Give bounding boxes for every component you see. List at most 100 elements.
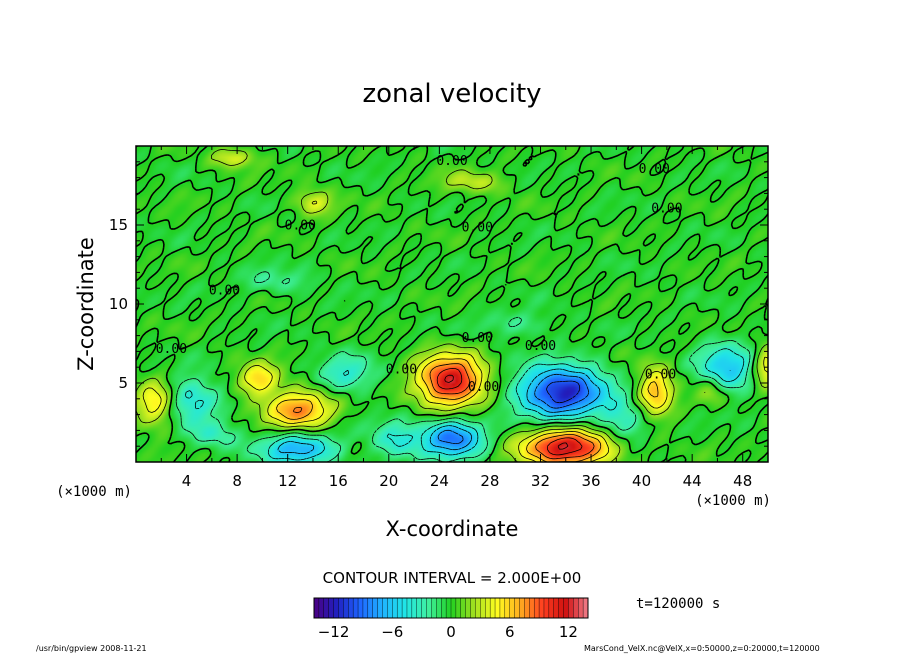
colorbar-segment — [406, 597, 413, 619]
x-tick-label: 20 — [379, 472, 398, 490]
colorbar-segment — [436, 597, 442, 619]
contour-level — [175, 271, 751, 462]
contour-label: 0.00 — [651, 201, 682, 216]
footer-left: /usr/bin/gpview 2008-11-21 — [36, 644, 147, 653]
x-axis-ticks: 4 8 12 16 20 24 28 32 36 40 44 48 — [160, 146, 752, 490]
plot-area: 0.00 0.00 0.00 0.00 0.00 0.00 0.00 0.00 0.00 0.00… — [136, 146, 768, 462]
colorbar-segment — [426, 597, 432, 619]
x-unit-left: (×1000 m) — [56, 484, 132, 500]
colorbar-segment — [323, 597, 330, 619]
colorbar-segment — [514, 597, 520, 619]
contour-label: 0.00 — [462, 331, 493, 346]
colorbar-segment — [533, 597, 540, 619]
colorbar-segment — [362, 597, 369, 619]
colorbar-segment — [499, 597, 506, 619]
colorbar-segment — [338, 597, 344, 619]
colorbar-segment — [465, 597, 472, 619]
x-tick-label: 32 — [531, 472, 550, 490]
colorbar-segment — [387, 597, 393, 619]
colorbar-segment — [504, 597, 511, 619]
colorbar-segment — [553, 597, 560, 619]
colorbar — [313, 597, 589, 619]
contour-level — [293, 363, 595, 460]
velocity-heatmap — [136, 146, 768, 462]
colorbar-segment — [352, 597, 359, 619]
contour-label: 0.00 — [639, 162, 670, 177]
contour-level — [444, 374, 569, 450]
colorbar-segment — [509, 597, 516, 619]
contour-lines — [136, 146, 768, 462]
colorbar-tick-label: −12 — [318, 623, 350, 641]
colorbar-segment — [573, 597, 579, 619]
colorbar-segment — [494, 597, 501, 619]
colorbar-segment — [441, 597, 447, 619]
contour-label: 0.00 — [468, 380, 499, 395]
colorbar-segment — [401, 597, 408, 619]
colorbar-segment — [343, 597, 349, 619]
colorbar-segment — [480, 597, 486, 619]
contour-level — [277, 368, 731, 454]
x-tick-label: 28 — [480, 472, 499, 490]
colorbar-segment — [578, 597, 584, 619]
contour-level — [546, 380, 581, 404]
colorbar-segment — [460, 597, 467, 619]
colorbar-segment — [313, 597, 320, 619]
contour-level — [136, 149, 768, 462]
colorbar-segment — [529, 597, 535, 619]
x-tick-label: 8 — [232, 472, 242, 490]
colorbar-segment — [538, 597, 545, 619]
contour-label: 0.00 — [462, 220, 493, 235]
colorbar-segment — [485, 597, 491, 619]
x-tick-label: 48 — [733, 472, 752, 490]
colorbar-segment — [489, 597, 496, 619]
colorbar-tick-label: 0 — [446, 623, 456, 641]
x-tick-label: 4 — [182, 472, 192, 490]
colorbar-segment — [568, 597, 574, 619]
y-axis-ticks: 5 10 15 — [109, 161, 768, 447]
colorbar-segment — [455, 597, 462, 619]
colorbar-ticks: −12 −6 0 6 12 — [318, 623, 578, 641]
contour-level — [437, 373, 590, 444]
colorbar-segment — [421, 597, 428, 619]
contour-label: 0.00 — [386, 363, 417, 378]
colorbar-segment — [396, 597, 403, 619]
colorbar-tick-label: 12 — [559, 623, 578, 641]
colorbar-tick-label: −6 — [381, 623, 403, 641]
colorbar-segment — [519, 597, 525, 619]
colorbar-segment — [416, 597, 423, 619]
colorbar-segment — [328, 597, 335, 619]
colorbar-segment — [318, 597, 325, 619]
contour-label: 0.00 — [285, 219, 316, 234]
x-tick-label: 36 — [581, 472, 600, 490]
contour-level — [276, 358, 659, 462]
colorbar-segment — [372, 597, 379, 619]
y-tick-label: 5 — [118, 374, 128, 392]
x-tick-label: 40 — [632, 472, 651, 490]
colorbar-segment — [357, 597, 364, 619]
colorbar-frame — [313, 597, 589, 619]
contour-label: 0.00 — [209, 284, 240, 299]
contour-level — [436, 368, 583, 456]
contour-label: 0.00 — [156, 342, 187, 357]
contour-label: 0.00 — [645, 367, 676, 382]
y-axis-label: Z-coordinate — [74, 237, 98, 371]
contour-labels: 0.00 0.00 0.00 0.00 0.00 0.00 0.00 0.00 0.00 0.00… — [156, 154, 683, 395]
colorbar-segment — [450, 597, 457, 619]
x-tick-label: 24 — [430, 472, 449, 490]
colorbar-tick-label: 6 — [505, 623, 515, 641]
colorbar-segment — [558, 597, 565, 619]
colorbar-segment — [524, 597, 530, 619]
colorbar-segment — [445, 597, 452, 619]
colorbar-segment — [470, 597, 476, 619]
colorbar-segment — [411, 597, 418, 619]
time-label: t=120000 s — [636, 596, 720, 612]
contour-level — [142, 200, 768, 462]
colorbar-segment — [367, 597, 374, 619]
colorbar-segment — [475, 597, 481, 619]
y-tick-label: 10 — [109, 295, 128, 313]
colorbar-segment — [431, 597, 437, 619]
contour-label: 0.00 — [525, 339, 556, 354]
colorbar-segment — [548, 597, 555, 619]
colorbar-segment — [563, 597, 569, 619]
